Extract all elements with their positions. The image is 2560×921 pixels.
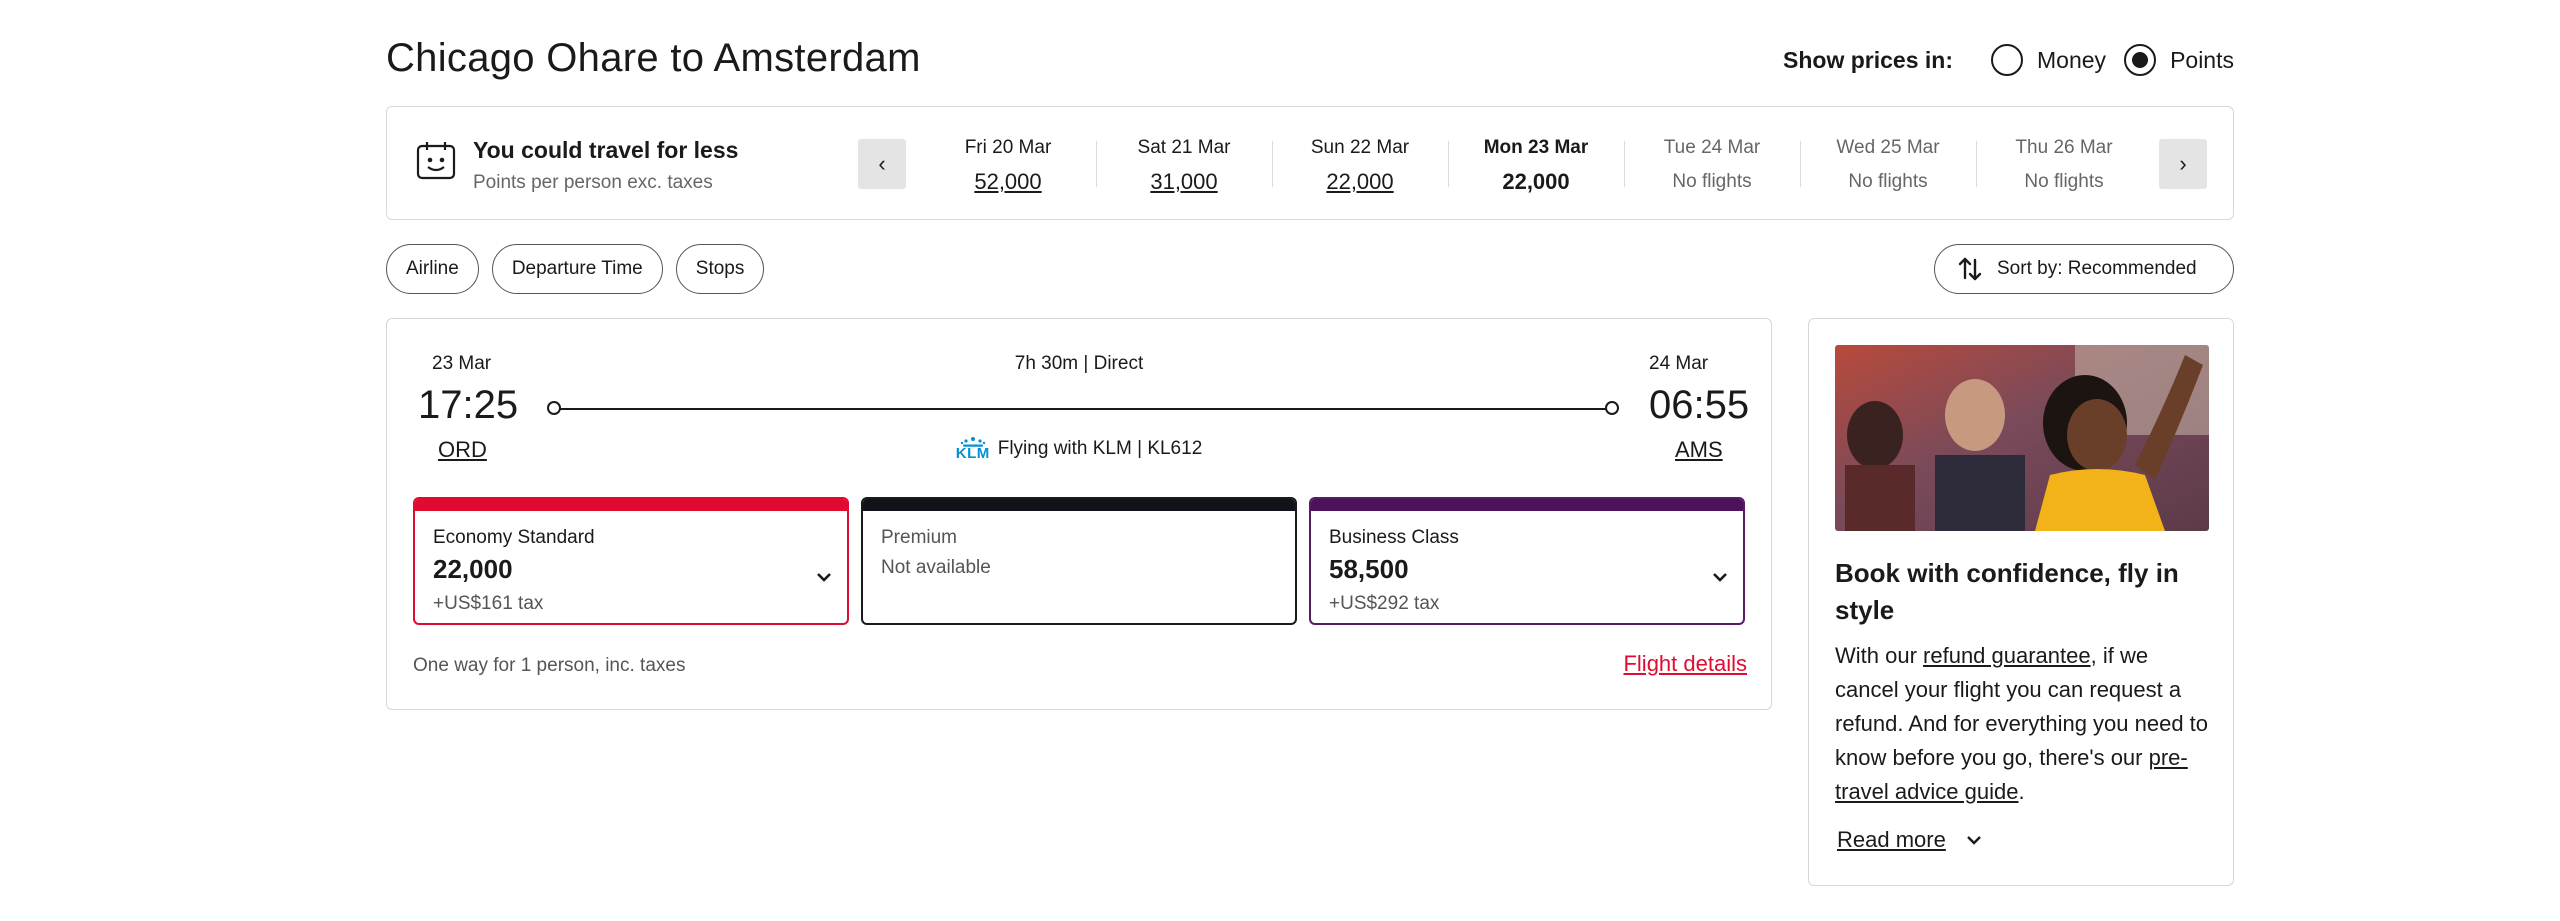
klm-logo: KLM [956,437,990,461]
date-label: Tue 24 Mar [1663,137,1761,158]
price-footnote: One way for 1 person, inc. taxes [413,655,686,676]
date-price: 22,000 [1502,169,1570,194]
points-label: Points [2170,46,2234,73]
travellers-photo [1835,345,2209,531]
date-label: Thu 26 Mar [2015,137,2113,158]
date-label: Sun 22 Mar [1310,137,1410,158]
date-price: No flights [2024,171,2104,192]
chevron-down-icon [1713,573,1727,582]
promo-subtitle: Points per person exc. taxes [473,172,713,193]
fare-business-class[interactable]: Business Class 58,500 +US$292 tax [1309,497,1745,625]
carrier-name: Flying with KLM | KL612 [997,438,1203,459]
fare-tax: +US$292 tax [1329,593,1440,614]
arrival-time: 06:55 [1649,383,1750,427]
flight-result-card: 23 Mar 17:25 ORD 7h 30m | Direct KLM Fly… [386,318,1772,710]
fare-class-name: Business Class [1329,527,1459,548]
money-option[interactable]: Money [1991,44,2106,76]
route-start-dot [547,401,561,415]
chevron-left-icon: ‹ [878,151,886,176]
travel-for-less-promo: You could travel for less Points per per… [415,135,738,194]
date-label: Sat 21 Mar [1137,137,1231,158]
filter-stops[interactable]: Stops [675,244,765,294]
promo-text-part: . [2018,779,2025,804]
departure-airport-code[interactable]: ORD [438,437,487,462]
promo-text-part: , if we cancel your flight you can reque… [1835,643,2209,770]
promo-card-body: With our refund guarantee, if we cancel … [1835,639,2215,809]
fare-color-band [863,499,1295,511]
fare-class-name: Premium [881,527,958,548]
chevron-down-icon [817,573,831,582]
pre-travel-advice-link[interactable]: pre-travel advice guide [1835,745,2188,804]
klm-logo-text: KLM [955,445,990,462]
calendar-smile-icon [416,142,456,180]
fare-class-name: Economy Standard [433,527,595,548]
promo-text-part: With our [1835,643,1924,668]
date-option-thu-26-mar[interactable]: Thu 26 Mar No flights [1976,123,2152,205]
price-display-toggle: Show prices in: Money Points [1783,44,2234,76]
date-option-wed-25-mar[interactable]: Wed 25 Mar No flights [1800,123,1976,205]
fare-color-band [415,499,847,511]
date-option-sat-21-mar[interactable]: Sat 21 Mar 31,000 [1096,123,1272,205]
fare-economy-standard[interactable]: Economy Standard 22,000 +US$161 tax [413,497,849,625]
arrival-date: 24 Mar [1649,353,1709,374]
fare-premium: Premium Not available [861,497,1297,625]
filter-departure-time[interactable]: Departure Time [491,244,663,294]
date-selector: You could travel for less Points per per… [386,106,2234,220]
date-option-mon-23-mar[interactable]: Mon 23 Mar 22,000 [1448,123,1624,205]
date-option-sun-22-mar[interactable]: Sun 22 Mar 22,000 [1272,123,1448,205]
fare-color-band [1311,499,1743,511]
date-price: No flights [1848,171,1928,192]
chevron-right-icon: › [2179,151,2187,176]
promo-card-title: Book with confidence, fly in style [1835,558,2179,625]
date-price: No flights [1672,171,1752,192]
date-label: Mon 23 Mar [1483,137,1589,158]
points-radio[interactable] [2124,44,2157,76]
crown-icon [960,437,985,447]
sort-button[interactable]: Sort by: Recommended [1934,244,2234,294]
date-price: 31,000 [1150,169,1218,194]
fare-points: 58,500 [1329,554,1409,584]
route-line [549,408,1615,410]
refund-guarantee-link[interactable]: refund guarantee [1923,643,2091,668]
date-price: 22,000 [1326,169,1394,194]
date-price: 52,000 [974,169,1042,194]
date-list: Fri 20 Mar 52,000 Sat 21 Mar 31,000 Sun … [920,123,2152,205]
filter-airline[interactable]: Airline [386,244,479,294]
sort-label: Sort by: Recommended [1997,258,2197,279]
flight-duration: 7h 30m | Direct [1014,353,1144,374]
read-more-button[interactable]: Read more [1837,827,1982,853]
read-more-label: Read more [1837,827,1946,852]
carrier-info: KLM Flying with KLM | KL612 [387,437,1771,461]
date-label: Fri 20 Mar [964,137,1052,158]
flight-details-link[interactable]: Flight details [1623,651,1747,676]
chevron-down-icon [1966,836,1981,845]
page-title: Chicago Ohare to Amsterdam [386,36,921,80]
next-dates-button[interactable]: › [2159,139,2207,189]
fare-tax: +US$161 tax [433,593,544,614]
fare-unavailable: Not available [881,557,991,578]
arrival-airport-code[interactable]: AMS [1675,437,1723,462]
date-label: Wed 25 Mar [1836,137,1940,158]
booking-confidence-card: Book with confidence, fly in style With … [1808,318,2234,886]
departure-time: 17:25 [418,383,519,427]
fare-points: 22,000 [433,554,513,584]
money-radio[interactable] [1991,44,2024,76]
filter-bar: Airline Departure Time Stops [386,244,777,294]
points-option[interactable]: Points [2124,44,2234,76]
previous-dates-button[interactable]: ‹ [858,139,906,189]
route-end-dot [1605,401,1619,415]
promo-title: You could travel for less [473,137,739,163]
sort-arrows-icon [1958,257,1982,281]
show-prices-label: Show prices in: [1783,46,1954,73]
date-option-fri-20-mar[interactable]: Fri 20 Mar 52,000 [920,123,1096,205]
date-option-tue-24-mar[interactable]: Tue 24 Mar No flights [1624,123,1800,205]
money-label: Money [2037,46,2107,73]
departure-date: 23 Mar [432,353,492,374]
